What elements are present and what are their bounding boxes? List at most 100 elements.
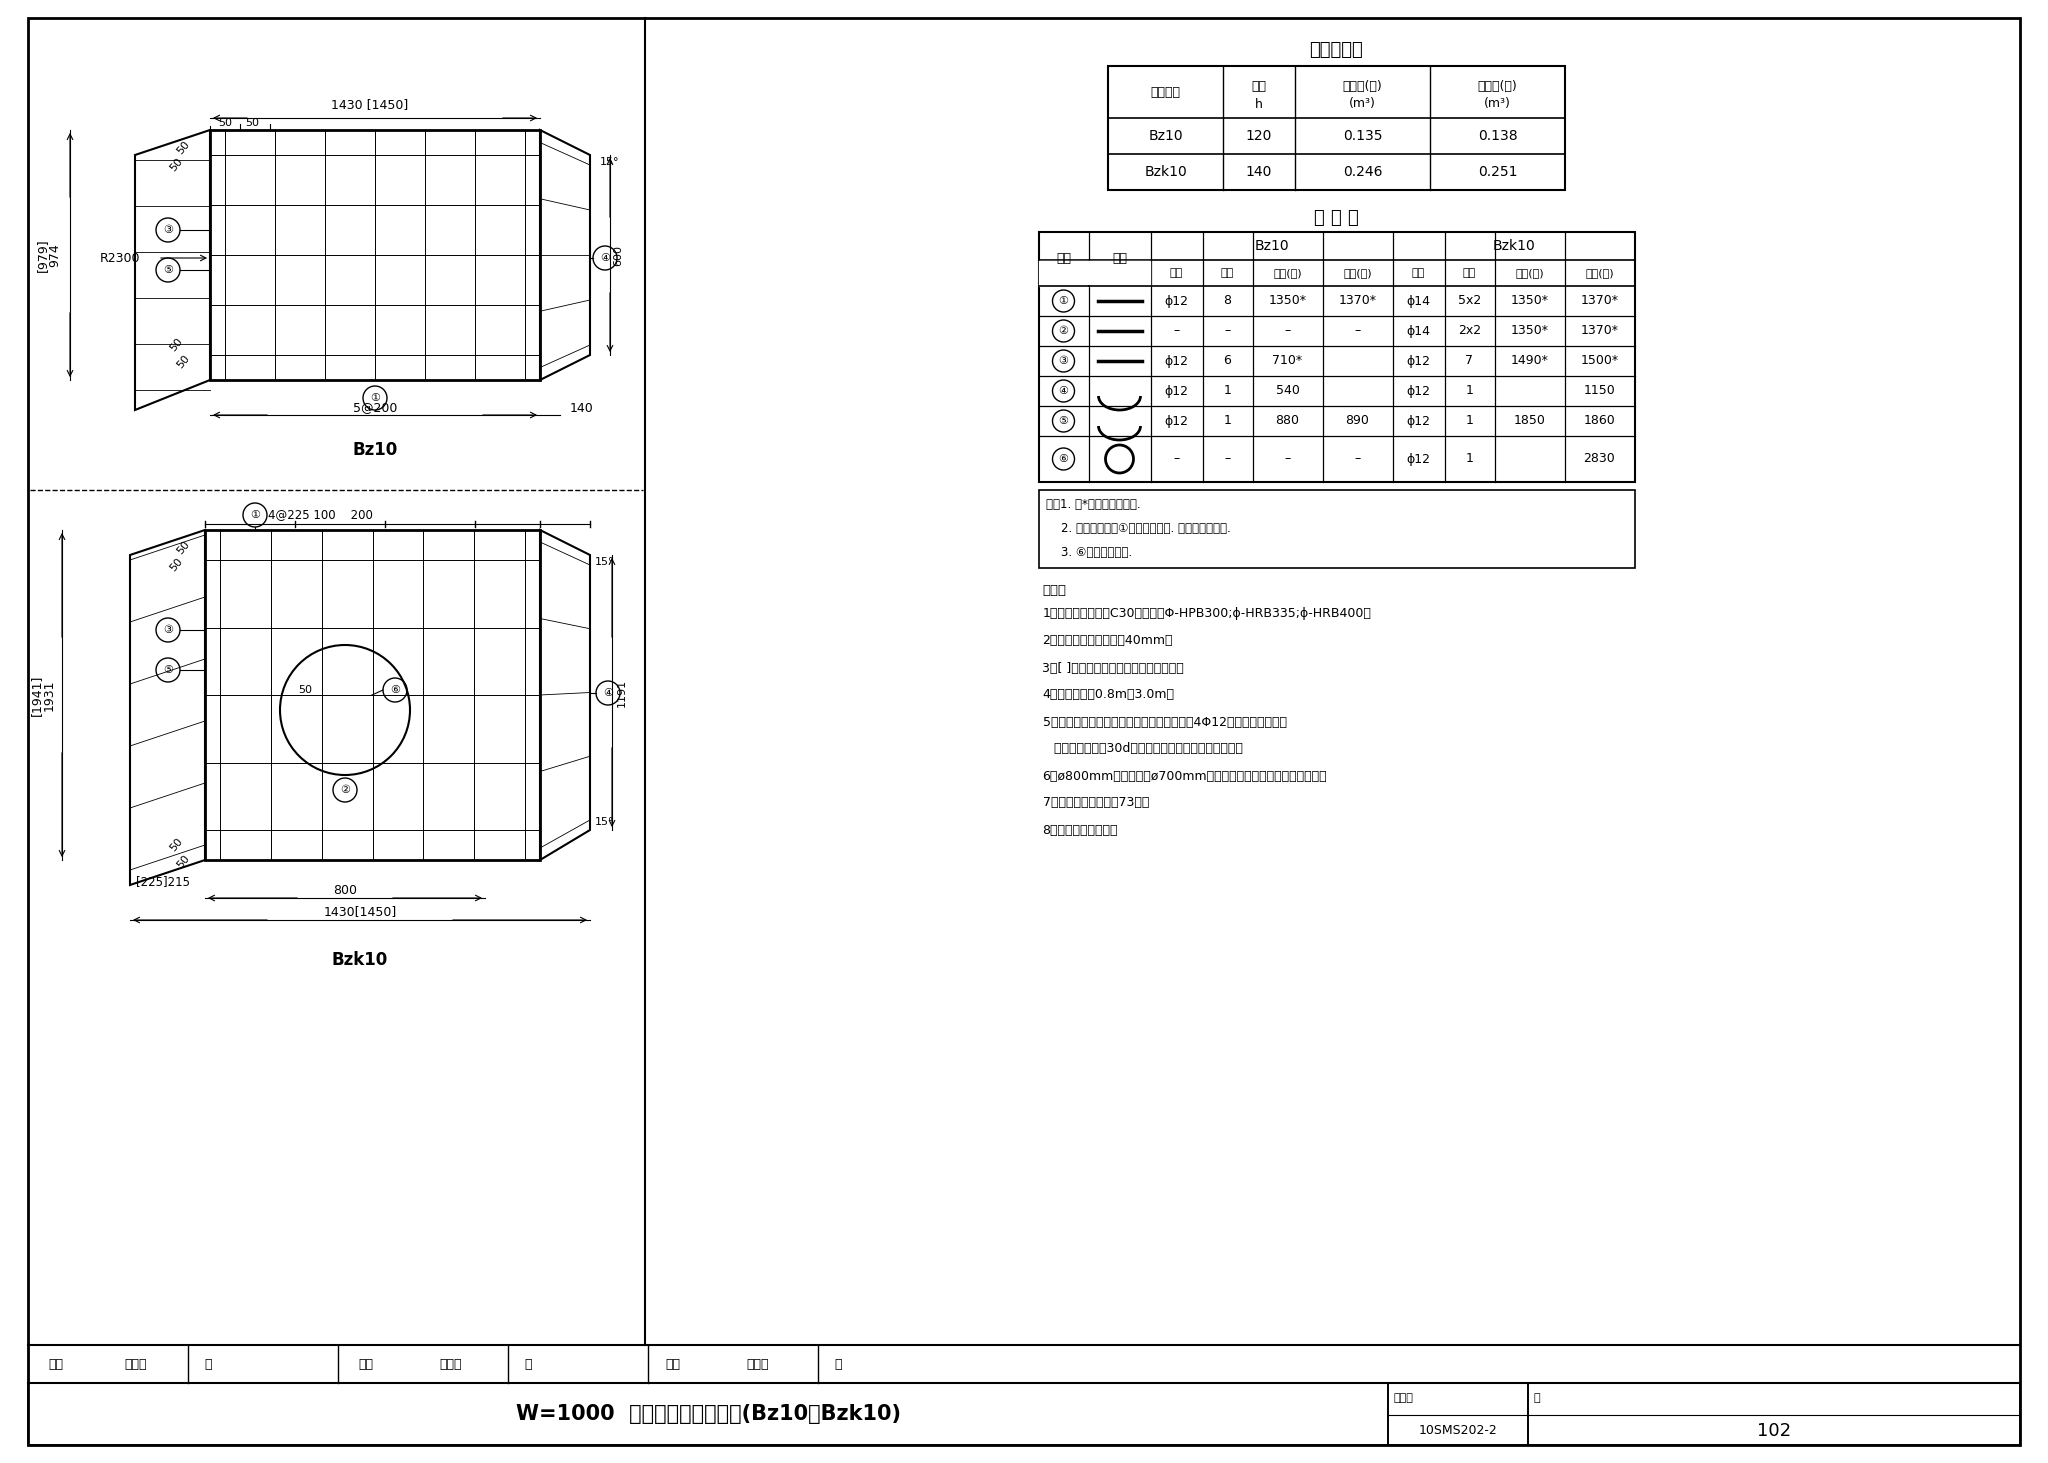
Text: 审核: 审核 bbox=[47, 1358, 63, 1371]
Text: 7: 7 bbox=[1466, 354, 1473, 367]
Text: 710*: 710* bbox=[1272, 354, 1303, 367]
Text: 黄意兵: 黄意兵 bbox=[748, 1358, 770, 1371]
Text: 根数: 根数 bbox=[1221, 268, 1235, 278]
Text: 3．[ ]中数值用于石砌体矩形管道盖板。: 3．[ ]中数值用于石砌体矩形管道盖板。 bbox=[1042, 661, 1184, 674]
Text: 长度(石): 长度(石) bbox=[1585, 268, 1614, 278]
Text: ϕ12: ϕ12 bbox=[1165, 414, 1188, 427]
Text: [1941]: [1941] bbox=[29, 674, 43, 715]
Text: 根数: 根数 bbox=[1462, 268, 1477, 278]
Text: 长度(砖): 长度(砖) bbox=[1516, 268, 1544, 278]
Text: h: h bbox=[1255, 98, 1264, 111]
Text: 15°: 15° bbox=[596, 816, 614, 827]
Text: 50: 50 bbox=[217, 119, 231, 127]
Text: 50: 50 bbox=[168, 556, 184, 573]
Text: 0.246: 0.246 bbox=[1343, 165, 1382, 178]
Text: 1500*: 1500* bbox=[1581, 354, 1618, 367]
Text: 页: 页 bbox=[1534, 1393, 1540, 1403]
Text: 1350*: 1350* bbox=[1511, 325, 1548, 338]
Text: –: – bbox=[1284, 325, 1290, 338]
Text: 102: 102 bbox=[1757, 1422, 1792, 1440]
Text: Bzk10: Bzk10 bbox=[332, 951, 389, 969]
Text: 7．盖板模板图参见第73页。: 7．盖板模板图参见第73页。 bbox=[1042, 796, 1149, 809]
Text: 15°: 15° bbox=[596, 557, 614, 568]
Text: –: – bbox=[1354, 325, 1360, 338]
Text: 1931: 1931 bbox=[43, 679, 55, 711]
Text: 长度(砖): 长度(砖) bbox=[1274, 268, 1303, 278]
Text: 说明：: 说明： bbox=[1042, 584, 1067, 597]
Text: 盖板型号: 盖板型号 bbox=[1151, 85, 1180, 98]
Text: Bzk10: Bzk10 bbox=[1145, 165, 1188, 178]
Text: ⑥: ⑥ bbox=[389, 685, 399, 695]
Text: ⑤: ⑤ bbox=[164, 666, 172, 674]
Text: 混凝土(石): 混凝土(石) bbox=[1477, 79, 1518, 92]
Text: 8: 8 bbox=[1223, 294, 1231, 307]
Text: 4．设计覆土：0.8m～3.0m。: 4．设计覆土：0.8m～3.0m。 bbox=[1042, 689, 1174, 701]
Text: 校对: 校对 bbox=[358, 1358, 373, 1371]
Text: [979]: [979] bbox=[35, 238, 49, 272]
Text: 1．材料：混凝土为C30；钢筋：Φ-HPB300;ϕ-HRB335;ϕ-HRB400。: 1．材料：混凝土为C30；钢筋：Φ-HPB300;ϕ-HRB335;ϕ-HRB4… bbox=[1042, 607, 1372, 620]
Text: 50: 50 bbox=[174, 139, 190, 157]
Text: 长度(石): 长度(石) bbox=[1343, 268, 1372, 278]
Text: 0.138: 0.138 bbox=[1479, 129, 1518, 143]
Text: 50: 50 bbox=[168, 157, 184, 174]
Text: 1: 1 bbox=[1466, 452, 1473, 465]
Text: 设计: 设计 bbox=[666, 1358, 680, 1371]
Text: ϕ14: ϕ14 bbox=[1407, 325, 1430, 338]
Text: 120: 120 bbox=[1245, 129, 1272, 143]
Text: 8．其他详见总说明。: 8．其他详见总说明。 bbox=[1042, 824, 1118, 837]
Text: (m³): (m³) bbox=[1350, 98, 1376, 111]
Text: ϕ12: ϕ12 bbox=[1407, 385, 1430, 398]
Text: Bz10: Bz10 bbox=[1253, 238, 1288, 253]
Text: ϕ12: ϕ12 bbox=[1407, 354, 1430, 367]
Text: 974: 974 bbox=[49, 243, 61, 266]
Text: 1: 1 bbox=[1466, 385, 1473, 398]
Text: 板厚: 板厚 bbox=[1251, 79, 1266, 92]
Text: 50: 50 bbox=[168, 837, 184, 853]
Text: ϕ12: ϕ12 bbox=[1407, 414, 1430, 427]
Text: R2300: R2300 bbox=[100, 252, 139, 265]
Text: 1850: 1850 bbox=[1513, 414, 1546, 427]
Text: ⑤: ⑤ bbox=[1059, 415, 1069, 426]
Text: ϕ12: ϕ12 bbox=[1407, 452, 1430, 465]
Text: W=1000  转弯检查井盖板配筋(Bz10、Bzk10): W=1000 转弯检查井盖板配筋(Bz10、Bzk10) bbox=[516, 1404, 901, 1423]
Text: 图集号: 图集号 bbox=[1395, 1393, 1413, 1403]
Text: 1370*: 1370* bbox=[1339, 294, 1376, 307]
Text: ①: ① bbox=[1059, 296, 1069, 306]
Text: 盖板规格表: 盖板规格表 bbox=[1309, 41, 1364, 59]
Text: ϕ14: ϕ14 bbox=[1407, 294, 1430, 307]
Text: –: – bbox=[1354, 452, 1360, 465]
Bar bbox=[29, 1383, 1389, 1445]
Text: 890: 890 bbox=[1346, 414, 1370, 427]
Bar bbox=[1389, 1383, 1528, 1445]
Text: 的长度不应小于30d，并应焊接或绑扎在钢筋骨架上。: 的长度不应小于30d，并应焊接或绑扎在钢筋骨架上。 bbox=[1042, 743, 1243, 755]
Text: 1150: 1150 bbox=[1583, 385, 1616, 398]
Text: –: – bbox=[1225, 452, 1231, 465]
Text: 0.251: 0.251 bbox=[1479, 165, 1518, 178]
Text: 5@200: 5@200 bbox=[352, 401, 397, 414]
Text: 5．盖板如预制，加设吊环，吊环钢筋不小于4Φ12；吊环埋入混凝土: 5．盖板如预制，加设吊环，吊环钢筋不小于4Φ12；吊环埋入混凝土 bbox=[1042, 715, 1286, 729]
Text: 0.135: 0.135 bbox=[1343, 129, 1382, 143]
Text: ④: ④ bbox=[1059, 386, 1069, 396]
Text: ③: ③ bbox=[164, 225, 172, 236]
Text: 1350*: 1350* bbox=[1268, 294, 1307, 307]
Text: 2x2: 2x2 bbox=[1458, 325, 1481, 338]
Text: ϕ12: ϕ12 bbox=[1165, 354, 1188, 367]
Text: 140: 140 bbox=[1245, 165, 1272, 178]
Text: 1350*: 1350* bbox=[1511, 294, 1548, 307]
Text: –: – bbox=[1284, 452, 1290, 465]
Text: 批: 批 bbox=[524, 1358, 532, 1371]
Text: 形式: 形式 bbox=[1112, 253, 1126, 265]
Text: ⑥: ⑥ bbox=[1059, 454, 1069, 464]
Text: 1: 1 bbox=[1223, 385, 1231, 398]
Text: Bz10: Bz10 bbox=[1149, 129, 1184, 143]
Text: 1: 1 bbox=[1466, 414, 1473, 427]
Text: ④: ④ bbox=[600, 253, 610, 263]
Text: –: – bbox=[1174, 452, 1180, 465]
Bar bbox=[1038, 490, 1634, 568]
Text: ①: ① bbox=[250, 511, 260, 519]
Text: 1370*: 1370* bbox=[1581, 294, 1618, 307]
Text: 540: 540 bbox=[1276, 385, 1298, 398]
Text: 直径: 直径 bbox=[1411, 268, 1425, 278]
Text: 6: 6 bbox=[1223, 354, 1231, 367]
Text: 10SMS202-2: 10SMS202-2 bbox=[1419, 1425, 1497, 1437]
